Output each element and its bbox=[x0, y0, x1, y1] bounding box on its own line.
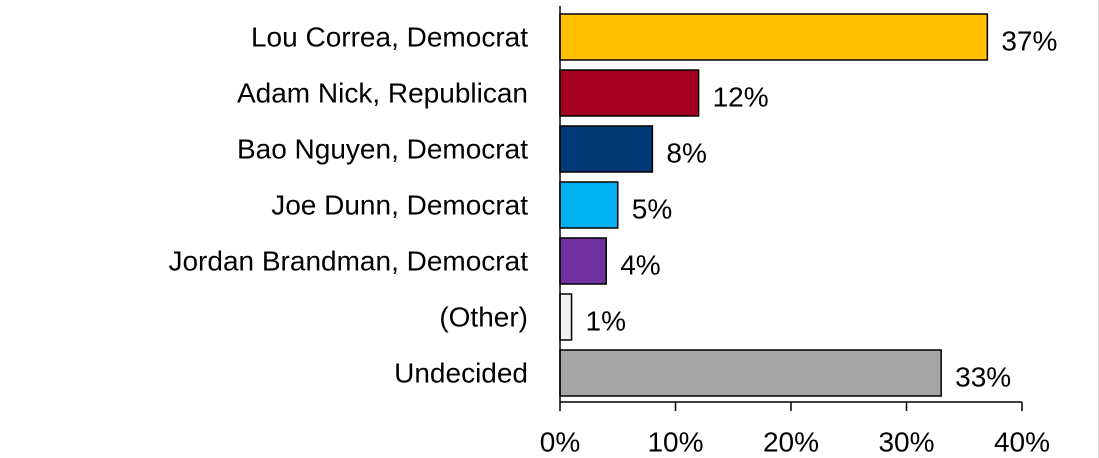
x-tick-label-3: 30% bbox=[878, 427, 934, 458]
value-label-2: 8% bbox=[666, 138, 706, 169]
bar-5 bbox=[559, 293, 573, 341]
bar-3 bbox=[559, 181, 619, 229]
bars-layer bbox=[559, 13, 989, 397]
bar-0 bbox=[559, 13, 989, 61]
value-label-5: 1% bbox=[586, 306, 626, 337]
value-label-0: 37% bbox=[1001, 26, 1057, 57]
bar-2 bbox=[559, 125, 654, 173]
category-label-5: (Other) bbox=[439, 302, 528, 333]
bar-4 bbox=[559, 237, 607, 285]
category-label-1: Adam Nick, Republican bbox=[237, 78, 528, 109]
x-tick-label-4: 40% bbox=[994, 427, 1050, 458]
value-label-6: 33% bbox=[955, 362, 1011, 393]
value-labels: 37% 12%8% 5% 4% 1% 33% bbox=[586, 26, 1058, 393]
x-tick-label-1: 10% bbox=[647, 427, 703, 458]
bar-6 bbox=[559, 349, 942, 397]
category-label-3: Joe Dunn, Democrat bbox=[271, 190, 528, 221]
category-labels: Lou Correa, Democrat Adam Nick, Republica… bbox=[168, 22, 528, 389]
x-tick-label-2: 20% bbox=[763, 427, 819, 458]
value-label-4: 4% bbox=[620, 250, 660, 281]
bar-1 bbox=[559, 69, 700, 117]
value-label-1: 12% bbox=[713, 82, 769, 113]
axes: 0% 10% 20% 30% 40% bbox=[540, 6, 1050, 458]
category-label-2: Bao Nguyen, Democrat bbox=[237, 134, 528, 165]
value-label-3: 5% bbox=[632, 194, 672, 225]
category-label-4: Jordan Brandman, Democrat bbox=[168, 246, 528, 277]
category-label-6: Undecided bbox=[394, 358, 528, 389]
category-label-0: Lou Correa, Democrat bbox=[251, 22, 528, 53]
x-tick-label-0: 0% bbox=[540, 427, 580, 458]
